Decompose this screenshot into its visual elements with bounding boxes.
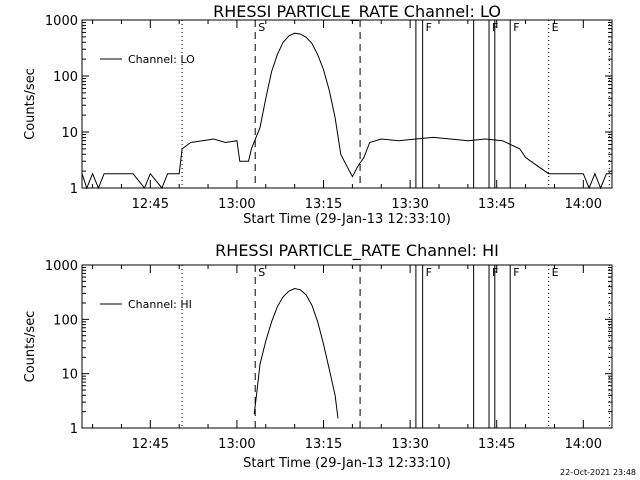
y-axis-label: Counts/sec <box>23 311 38 383</box>
y-tick-label: 1000 <box>45 14 78 29</box>
event-marker-label: F <box>492 21 498 34</box>
chart-title: RHESSI PARTICLE_RATE Channel: LO <box>213 2 501 22</box>
event-marker-label: F <box>426 266 432 279</box>
x-tick-label: 13:15 <box>305 197 342 212</box>
x-tick-label: 12:45 <box>132 197 169 212</box>
x-axis-label: Start Time (29-Jan-13 12:33:10) <box>243 456 451 471</box>
legend-label: Channel: LO <box>128 53 195 66</box>
event-marker-label: F <box>492 266 498 279</box>
x-tick-label: 13:30 <box>391 197 428 212</box>
y-tick-label: 10 <box>61 126 78 141</box>
y-tick-label: 1 <box>70 182 78 197</box>
event-marker-label: S <box>258 266 265 279</box>
x-tick-label: 13:30 <box>391 437 428 452</box>
x-tick-label: 14:00 <box>565 197 602 212</box>
y-tick-label: 1000 <box>45 259 78 274</box>
x-tick-label: 14:00 <box>565 437 602 452</box>
event-marker-label: F <box>513 21 519 34</box>
event-marker-label: S <box>258 21 265 34</box>
y-tick-label: 10 <box>61 368 78 383</box>
y-tick-label: 100 <box>53 70 78 85</box>
series-line <box>253 287 339 419</box>
chart-title: RHESSI PARTICLE_RATE Channel: HI <box>215 241 499 261</box>
x-tick-label: 12:45 <box>132 437 169 452</box>
x-tick-label: 13:00 <box>218 437 255 452</box>
series-line <box>81 32 613 190</box>
event-marker-label: F <box>513 266 519 279</box>
x-tick-label: 13:15 <box>305 437 342 452</box>
y-axis-label: Counts/sec <box>23 68 38 140</box>
legend-label: Channel: HI <box>128 298 192 311</box>
x-tick-label: 13:00 <box>218 197 255 212</box>
event-marker-label: E <box>552 266 559 279</box>
generation-timestamp: 22-Oct-2021 23:48 <box>560 468 636 477</box>
x-axis-label: Start Time (29-Jan-13 12:33:10) <box>243 212 451 227</box>
y-tick-label: 1 <box>70 422 78 437</box>
plot-frame <box>81 264 613 429</box>
event-marker-label: E <box>552 21 559 34</box>
plot-frame <box>81 19 613 189</box>
y-tick-label: 100 <box>53 313 78 328</box>
chart-panel-2: RHESSI PARTICLE_RATE Channel: HI 1 10 100 10… <box>23 241 613 471</box>
chart-panel-1: RHESSI PARTICLE_RATE Channel: LO 1 10 100 10… <box>23 2 613 227</box>
event-marker-label: F <box>426 21 432 34</box>
x-tick-label: 13:45 <box>478 197 515 212</box>
x-tick-label: 13:45 <box>478 437 515 452</box>
